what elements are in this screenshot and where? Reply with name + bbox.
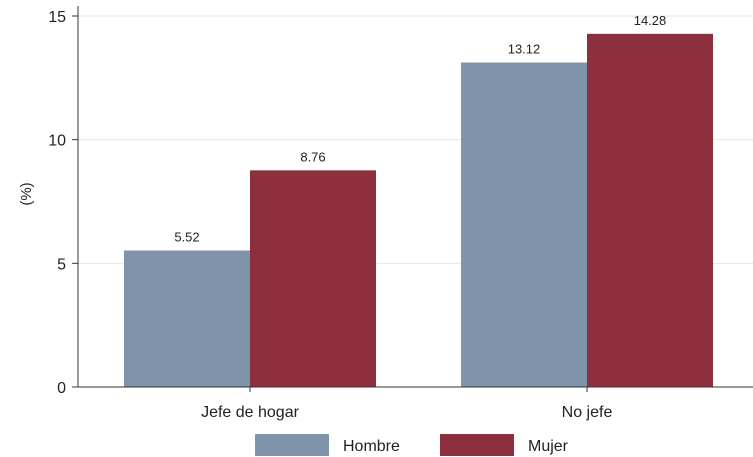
y-tick-label: 10 — [48, 133, 66, 150]
legend-swatch-hombre — [255, 434, 329, 456]
data-label: 14.28 — [634, 13, 667, 28]
bar-mujer-2 — [587, 33, 713, 388]
axes: 0 5 10 15 Jefe de hogar No jefe — [48, 6, 753, 421]
bar-mujer-1 — [250, 170, 376, 387]
legend-label-hombre: Hombre — [343, 438, 400, 455]
y-axis-title: (%) — [18, 182, 35, 205]
data-label: 5.52 — [174, 229, 199, 244]
legend: Hombre Mujer — [255, 434, 569, 456]
bar-hombre-1 — [124, 250, 250, 387]
x-tick-label: No jefe — [562, 404, 613, 421]
data-label: 8.76 — [300, 149, 325, 164]
y-tick-label: 5 — [57, 256, 66, 273]
x-tick-label: Jefe de hogar — [201, 404, 300, 421]
bar-hombre-2 — [461, 62, 587, 388]
bars — [124, 33, 713, 388]
y-tick-label: 0 — [57, 380, 66, 397]
data-label: 13.12 — [508, 41, 541, 56]
data-labels: 5.52 8.76 13.12 14.28 — [174, 13, 666, 245]
legend-swatch-mujer — [440, 434, 514, 456]
legend-label-mujer: Mujer — [528, 438, 569, 455]
y-tick-label: 15 — [48, 9, 66, 26]
